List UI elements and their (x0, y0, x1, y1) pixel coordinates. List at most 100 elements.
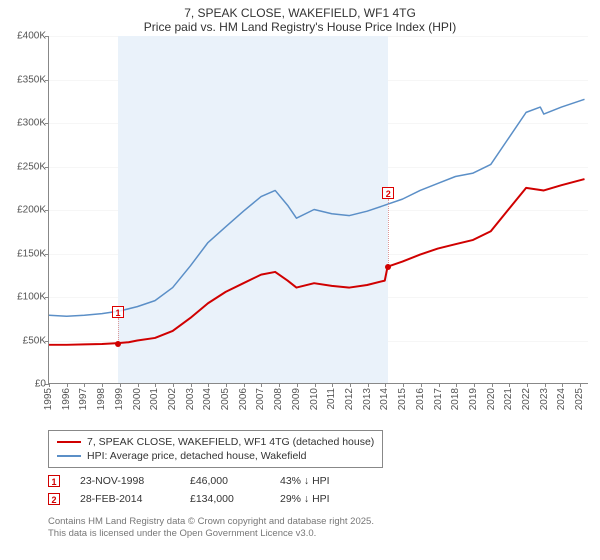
marker-table-row-1: 123-NOV-1998£46,00043% ↓ HPI (48, 472, 590, 490)
x-tick (226, 383, 227, 387)
x-tick (173, 383, 174, 387)
x-tick (208, 383, 209, 387)
y-axis-label: £50K (2, 335, 46, 346)
marker-badge: 1 (48, 475, 60, 487)
chart-area: 12 £0£50K£100K£150K£200K£250K£300K£350K£… (0, 36, 600, 426)
x-tick (421, 383, 422, 387)
x-axis-label: 2005 (220, 388, 231, 410)
x-tick (244, 383, 245, 387)
y-axis-label: £100K (2, 292, 46, 303)
x-axis-label: 2012 (344, 388, 355, 410)
x-tick (492, 383, 493, 387)
legend-label: HPI: Average price, detached house, Wake… (87, 450, 306, 462)
x-tick (562, 383, 563, 387)
x-tick (279, 383, 280, 387)
marker-line-2 (388, 199, 389, 267)
marker-delta: 43% ↓ HPI (280, 475, 370, 487)
x-axis-label: 2007 (255, 388, 266, 410)
x-axis-label: 2015 (397, 388, 408, 410)
x-tick (120, 383, 121, 387)
x-axis-label: 1998 (96, 388, 107, 410)
footer: Contains HM Land Registry data © Crown c… (48, 516, 590, 541)
x-tick (138, 383, 139, 387)
x-axis-label: 2008 (273, 388, 284, 410)
legend-item-property: 7, SPEAK CLOSE, WAKEFIELD, WF1 4TG (deta… (57, 435, 374, 449)
x-tick (49, 383, 50, 387)
x-tick (403, 383, 404, 387)
y-axis-label: £150K (2, 248, 46, 259)
x-tick (439, 383, 440, 387)
marker-label-2: 2 (382, 187, 394, 199)
marker-table-row-2: 2 28-FEB-2014 £134,000 29% ↓ HPI (48, 490, 590, 508)
x-axis-label: 2017 (433, 388, 444, 410)
x-tick (191, 383, 192, 387)
x-axis-label: 2025 (574, 388, 585, 410)
marker-price: £134,000 (190, 493, 260, 505)
series-svg (49, 36, 588, 383)
y-axis-label: £400K (2, 31, 46, 42)
title-line-2: Price paid vs. HM Land Registry's House … (0, 20, 600, 34)
x-tick (315, 383, 316, 387)
x-axis-label: 1995 (43, 388, 54, 410)
x-tick (297, 383, 298, 387)
x-axis-label: 2019 (468, 388, 479, 410)
y-axis-label: £350K (2, 74, 46, 85)
x-axis-label: 2004 (202, 388, 213, 410)
x-axis-label: 1996 (61, 388, 72, 410)
y-axis-label: £200K (2, 205, 46, 216)
y-axis-label: £250K (2, 161, 46, 172)
marker-badge: 2 (48, 493, 60, 505)
x-axis-label: 2020 (486, 388, 497, 410)
series-line-property (49, 179, 585, 345)
x-axis-label: 2009 (291, 388, 302, 410)
x-tick (580, 383, 581, 387)
x-axis-label: 2002 (167, 388, 178, 410)
x-axis-label: 2000 (132, 388, 143, 410)
x-axis-label: 2010 (309, 388, 320, 410)
marker-label-1: 1 (112, 306, 124, 318)
x-axis-label: 2024 (556, 388, 567, 410)
x-tick (545, 383, 546, 387)
marker-dot-1 (115, 341, 121, 347)
x-tick (385, 383, 386, 387)
x-axis-label: 2014 (379, 388, 390, 410)
legend-item-hpi: HPI: Average price, detached house, Wake… (57, 449, 374, 463)
footer-line-2: This data is licensed under the Open Gov… (48, 528, 590, 540)
y-axis-label: £300K (2, 118, 46, 129)
legend-swatch (57, 455, 81, 457)
x-axis-label: 1997 (78, 388, 89, 410)
x-tick (102, 383, 103, 387)
y-axis-label: £0 (2, 379, 46, 390)
x-axis-label: 2021 (503, 388, 514, 410)
x-tick (456, 383, 457, 387)
marker-table: 123-NOV-1998£46,00043% ↓ HPI228-FEB-2014… (48, 472, 590, 508)
x-axis-label: 2018 (450, 388, 461, 410)
x-axis-label: 2013 (362, 388, 373, 410)
legend: 7, SPEAK CLOSE, WAKEFIELD, WF1 4TG (deta… (48, 430, 383, 468)
x-axis-label: 2022 (521, 388, 532, 410)
legend-swatch (57, 441, 81, 443)
x-axis-label: 2006 (238, 388, 249, 410)
x-tick (474, 383, 475, 387)
x-tick (67, 383, 68, 387)
plot-area: 12 (48, 36, 588, 384)
x-axis-label: 2003 (185, 388, 196, 410)
marker-dot-2 (385, 264, 391, 270)
marker-date: 28-FEB-2014 (80, 493, 170, 505)
title-line-1: 7, SPEAK CLOSE, WAKEFIELD, WF1 4TG (0, 6, 600, 20)
x-axis-label: 2023 (539, 388, 550, 410)
footer-line-1: Contains HM Land Registry data © Crown c… (48, 516, 590, 528)
x-tick (84, 383, 85, 387)
x-tick (368, 383, 369, 387)
x-axis-label: 2001 (149, 388, 160, 410)
x-tick (527, 383, 528, 387)
marker-delta: 29% ↓ HPI (280, 493, 370, 505)
x-axis-label: 2011 (326, 388, 337, 410)
x-axis-label: 2016 (415, 388, 426, 410)
marker-price: £46,000 (190, 475, 260, 487)
chart-container: 7, SPEAK CLOSE, WAKEFIELD, WF1 4TG Price… (0, 0, 600, 560)
title-block: 7, SPEAK CLOSE, WAKEFIELD, WF1 4TG Price… (0, 0, 600, 36)
legend-label: 7, SPEAK CLOSE, WAKEFIELD, WF1 4TG (deta… (87, 436, 374, 448)
x-tick (332, 383, 333, 387)
x-tick (350, 383, 351, 387)
